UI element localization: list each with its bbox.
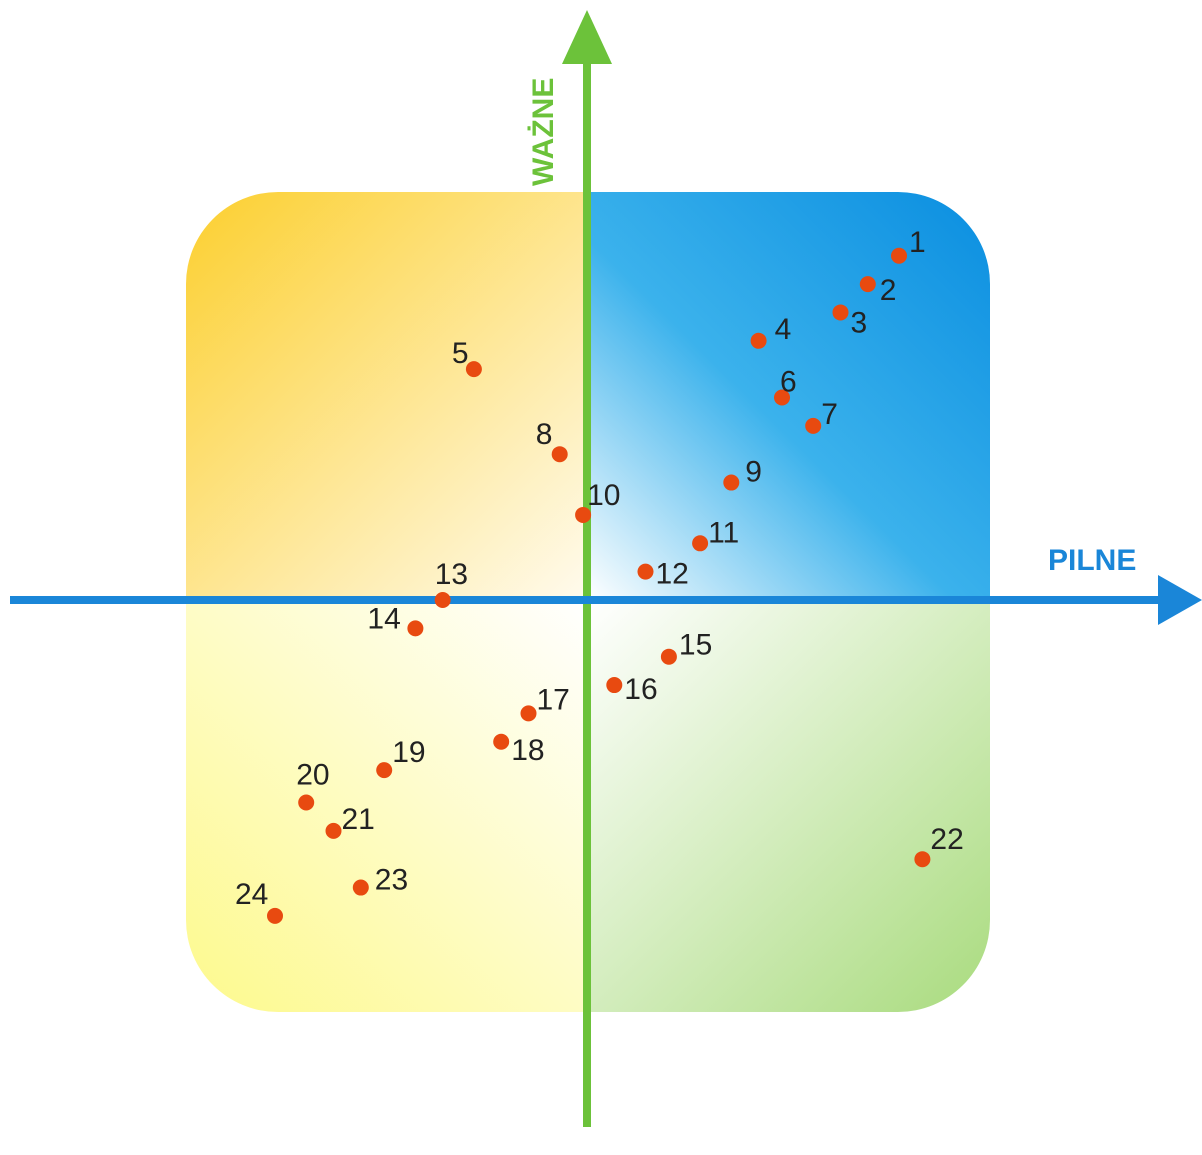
point-18 xyxy=(493,733,510,750)
point-20 xyxy=(298,794,315,811)
point-label-8: 8 xyxy=(536,418,553,451)
quadrant-top-left xyxy=(186,192,588,600)
point-10 xyxy=(575,506,592,523)
point-16 xyxy=(606,677,623,694)
point-7 xyxy=(805,417,822,434)
point-13 xyxy=(434,592,451,608)
point-15 xyxy=(660,648,677,665)
point-label-19: 19 xyxy=(392,736,425,769)
vertical-axis-label: WAŻNE xyxy=(527,78,560,186)
point-19 xyxy=(376,762,393,779)
point-label-5: 5 xyxy=(452,337,469,370)
point-label-17: 17 xyxy=(537,683,570,716)
point-label-24: 24 xyxy=(235,878,268,911)
point-11 xyxy=(692,535,709,552)
horizontal-axis-label: PILNE xyxy=(1048,544,1136,577)
point-4 xyxy=(750,332,767,349)
point-label-14: 14 xyxy=(367,602,400,635)
quadrant-bottom-right xyxy=(588,600,990,1012)
point-label-23: 23 xyxy=(375,864,408,897)
point-14 xyxy=(407,620,424,637)
point-label-16: 16 xyxy=(624,673,657,706)
point-17 xyxy=(520,705,537,722)
point-12 xyxy=(637,563,654,580)
point-label-3: 3 xyxy=(851,306,868,339)
point-label-20: 20 xyxy=(296,759,329,792)
point-label-2: 2 xyxy=(880,274,897,307)
vertical-axis-arrowhead xyxy=(562,10,612,64)
point-label-7: 7 xyxy=(821,398,838,431)
horizontal-axis-arrowhead xyxy=(1158,575,1202,625)
point-2 xyxy=(859,276,876,293)
point-22 xyxy=(914,851,931,868)
point-label-9: 9 xyxy=(745,456,762,489)
point-label-6: 6 xyxy=(780,366,797,399)
point-5 xyxy=(465,361,482,378)
point-3 xyxy=(832,304,849,321)
point-1 xyxy=(891,247,907,264)
point-23 xyxy=(352,879,369,896)
point-label-13: 13 xyxy=(435,558,468,591)
point-label-4: 4 xyxy=(775,313,792,346)
point-label-11: 11 xyxy=(708,516,739,549)
point-6 xyxy=(774,389,790,406)
point-label-22: 22 xyxy=(930,823,963,856)
point-label-15: 15 xyxy=(679,629,712,662)
point-label-10: 10 xyxy=(587,479,620,512)
point-label-12: 12 xyxy=(656,558,689,591)
point-24 xyxy=(267,907,283,924)
point-label-18: 18 xyxy=(511,734,544,767)
quadrant-bottom-left xyxy=(186,600,588,1012)
point-9 xyxy=(723,474,740,491)
point-8 xyxy=(551,446,568,463)
point-label-21: 21 xyxy=(342,803,375,836)
point-21 xyxy=(325,822,342,839)
point-label-1: 1 xyxy=(909,226,926,259)
